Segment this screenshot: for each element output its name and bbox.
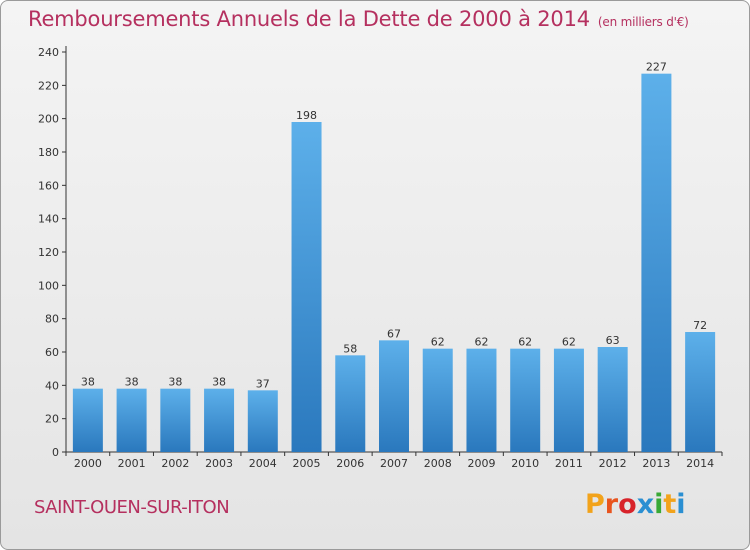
bar-2014 bbox=[685, 332, 716, 452]
x-tick-label-2003: 2003 bbox=[205, 457, 233, 470]
y-tick-label: 240 bbox=[38, 46, 59, 59]
value-label-2005: 198 bbox=[296, 109, 317, 122]
bar-2005 bbox=[291, 122, 322, 452]
y-tick-label: 100 bbox=[38, 279, 59, 292]
value-label-2002: 38 bbox=[168, 376, 182, 389]
x-tick-label-2011: 2011 bbox=[555, 457, 583, 470]
x-tick-label-2009: 2009 bbox=[467, 457, 495, 470]
value-label-2001: 38 bbox=[125, 376, 139, 389]
bar-2001 bbox=[116, 388, 147, 452]
value-label-2009: 62 bbox=[474, 336, 488, 349]
logo-letter: P bbox=[585, 489, 605, 520]
unit-label: (en milliers d'€) bbox=[597, 15, 689, 29]
y-tick-label: 180 bbox=[38, 146, 59, 159]
logo-letter: t bbox=[663, 489, 677, 520]
x-tick-label-2000: 2000 bbox=[74, 457, 102, 470]
y-tick-label: 200 bbox=[38, 113, 59, 126]
x-tick-label-2008: 2008 bbox=[424, 457, 452, 470]
bar-2008 bbox=[422, 348, 453, 452]
y-tick-label: 220 bbox=[38, 79, 59, 92]
chart-title: Remboursements Annuels de la Dette de 20… bbox=[28, 7, 689, 31]
bar-2007 bbox=[379, 340, 409, 452]
value-label-2000: 38 bbox=[81, 376, 95, 389]
x-tick-label-2014: 2014 bbox=[686, 457, 714, 470]
x-tick-label-2007: 2007 bbox=[380, 457, 408, 470]
value-label-2011: 62 bbox=[562, 336, 576, 349]
bar-2013 bbox=[641, 73, 672, 453]
value-label-2010: 62 bbox=[518, 336, 532, 349]
logo-letter: r bbox=[604, 489, 619, 520]
logo-letter: x bbox=[636, 489, 655, 520]
bar-2000 bbox=[72, 388, 103, 452]
bar-2004 bbox=[247, 390, 278, 452]
bar-2012 bbox=[597, 347, 628, 452]
logo-letter: o bbox=[618, 489, 637, 520]
logo-letter: i bbox=[676, 489, 686, 520]
bar-2011 bbox=[553, 348, 584, 452]
proxiti-logo: Proxiti bbox=[585, 489, 686, 520]
value-label-2003: 38 bbox=[212, 376, 226, 389]
x-tick-label-2002: 2002 bbox=[161, 457, 189, 470]
y-tick-label: 80 bbox=[45, 313, 59, 326]
y-tick-label: 120 bbox=[38, 246, 59, 259]
value-label-2013: 227 bbox=[646, 61, 667, 74]
bar-2010 bbox=[510, 348, 541, 452]
x-tick-label-2006: 2006 bbox=[336, 457, 364, 470]
value-label-2014: 72 bbox=[693, 319, 707, 332]
value-label-2012: 63 bbox=[606, 334, 620, 347]
x-tick-label-2010: 2010 bbox=[511, 457, 539, 470]
y-tick-label: 60 bbox=[45, 346, 59, 359]
value-label-2007: 67 bbox=[387, 327, 401, 340]
value-label-2004: 37 bbox=[256, 377, 270, 390]
bar-2009 bbox=[466, 348, 497, 452]
y-tick-label: 140 bbox=[38, 213, 59, 226]
y-tick-label: 0 bbox=[52, 446, 59, 459]
x-tick-label-2013: 2013 bbox=[642, 457, 670, 470]
bar-2002 bbox=[160, 388, 191, 452]
x-tick-label-2004: 2004 bbox=[249, 457, 277, 470]
value-label-2006: 58 bbox=[343, 342, 357, 355]
commune-name: SAINT-OUEN-SUR-ITON bbox=[34, 497, 230, 518]
x-tick-label-2012: 2012 bbox=[599, 457, 627, 470]
x-tick-label-2005: 2005 bbox=[293, 457, 321, 470]
bar-2006 bbox=[335, 355, 366, 452]
x-tick-label-2001: 2001 bbox=[118, 457, 146, 470]
value-label-2008: 62 bbox=[431, 336, 445, 349]
y-tick-label: 40 bbox=[45, 379, 59, 392]
logo-letter: i bbox=[654, 489, 664, 520]
bar-2003 bbox=[204, 388, 235, 452]
y-tick-label: 160 bbox=[38, 179, 59, 192]
y-tick-label: 20 bbox=[45, 413, 59, 426]
